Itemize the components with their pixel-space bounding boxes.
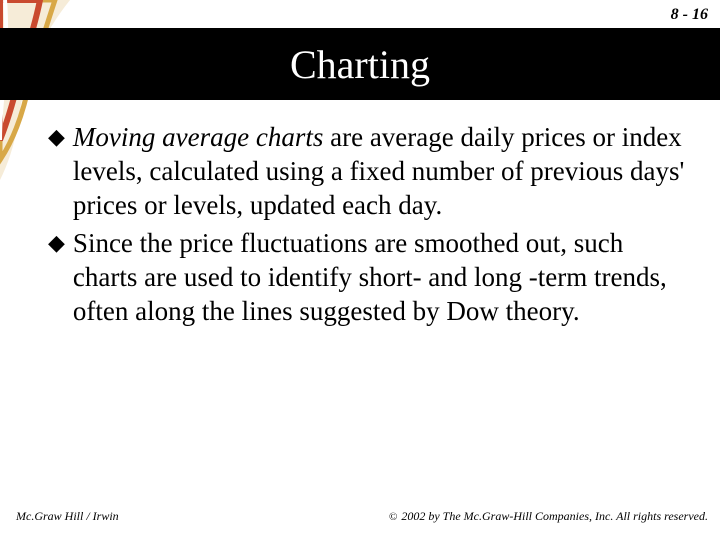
bullet-item: ◆ Since the price fluctuations are smoot… bbox=[48, 226, 688, 328]
copyright-icon: © bbox=[389, 511, 397, 523]
slide-container: 8 - 16 Charting ◆ Moving average charts … bbox=[0, 0, 720, 540]
title-bar: Charting bbox=[0, 28, 720, 100]
bullet-item: ◆ Moving average charts are average dail… bbox=[48, 120, 688, 222]
bullet-marker-icon: ◆ bbox=[48, 120, 65, 154]
content-area: ◆ Moving average charts are average dail… bbox=[48, 120, 688, 332]
footer-left: Mc.Graw Hill / Irwin bbox=[16, 509, 119, 524]
footer: Mc.Graw Hill / Irwin © 2002 by The Mc.Gr… bbox=[16, 509, 708, 524]
footer-right-text: 2002 by The Mc.Graw-Hill Companies, Inc.… bbox=[401, 509, 708, 524]
page-number: 8 - 16 bbox=[671, 6, 708, 24]
bullet-text: Moving average charts are average daily … bbox=[73, 120, 688, 222]
bullet-text: Since the price fluctuations are smoothe… bbox=[73, 226, 688, 328]
slide-title: Charting bbox=[290, 41, 430, 88]
footer-right: © 2002 by The Mc.Graw-Hill Companies, In… bbox=[389, 509, 708, 524]
bullet-marker-icon: ◆ bbox=[48, 226, 65, 260]
